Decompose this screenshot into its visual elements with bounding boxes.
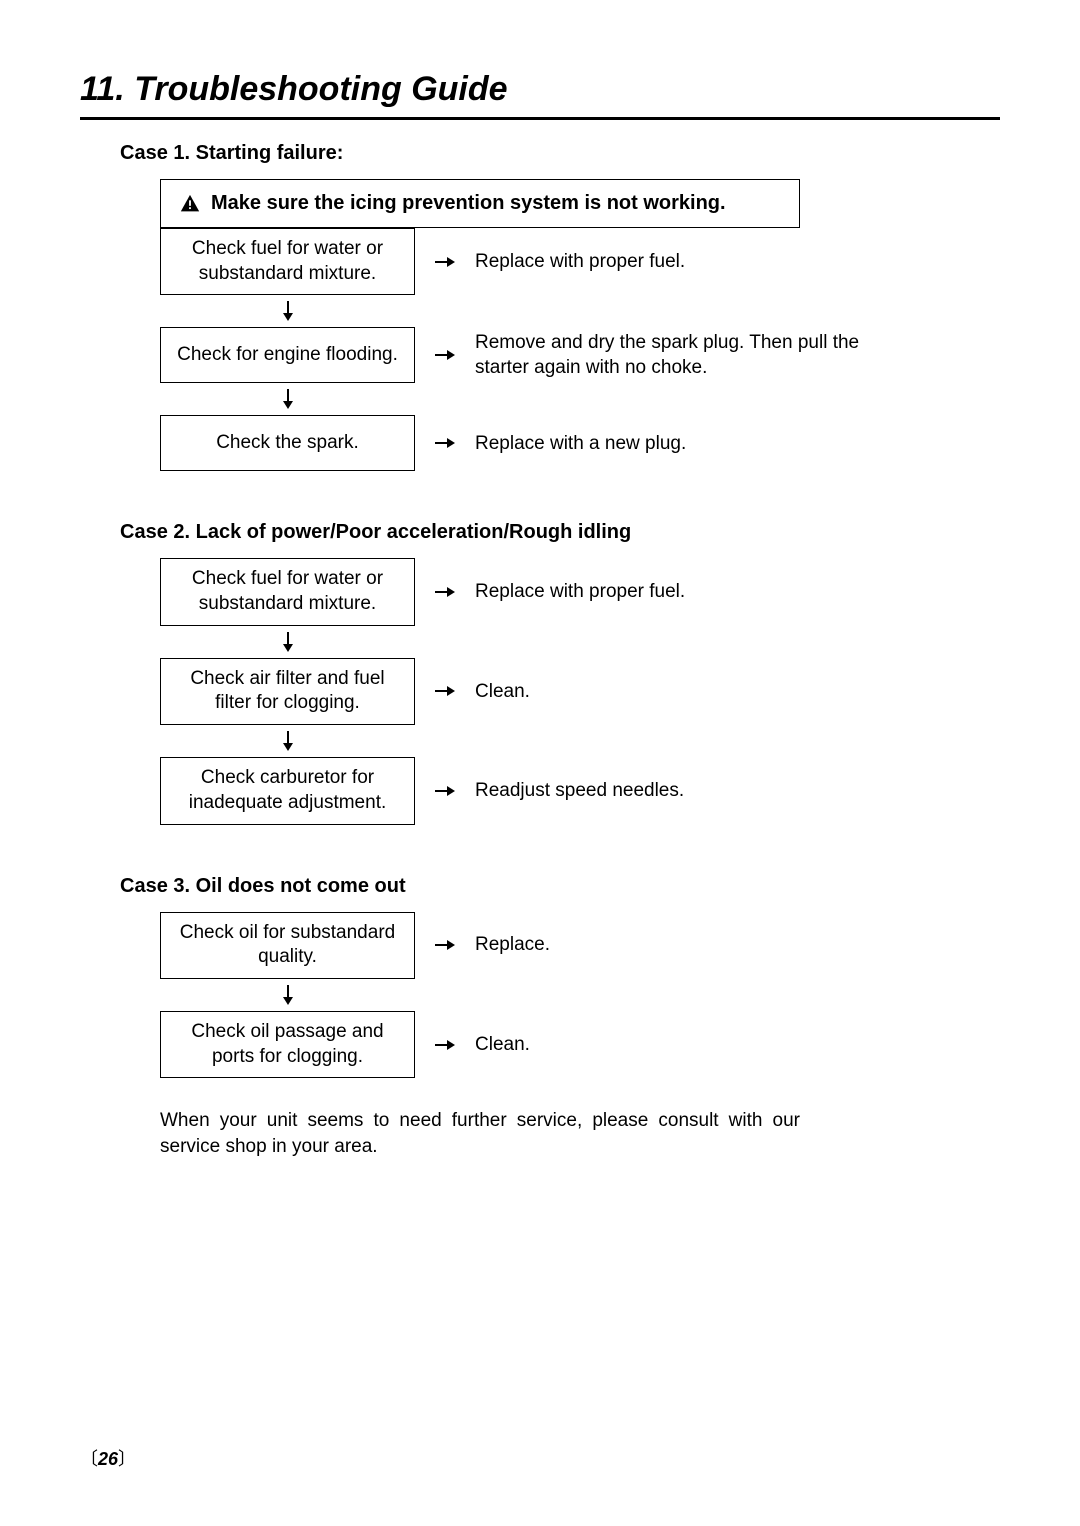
arrow-down-icon <box>160 626 415 658</box>
case2-heading: Case 2. Lack of power/Poor acceleration/… <box>80 521 1000 544</box>
case3-step1-box: Check oil for substandard quality. <box>160 912 415 979</box>
case3-step2-result: Clean. <box>475 1032 530 1058</box>
case3-flow: Check oil for substandard quality. Repla… <box>160 912 1000 1079</box>
case1-step1-result: Replace with proper fuel. <box>475 249 685 275</box>
arrow-right-icon <box>415 347 475 363</box>
arrow-right-icon <box>415 435 475 451</box>
arrow-right-icon <box>415 937 475 953</box>
arrow-down-icon <box>160 725 415 757</box>
case2-step3-box: Check carburetor for inadequate adjustme… <box>160 757 415 824</box>
case2-flow: Check fuel for water or substandard mixt… <box>160 558 1000 824</box>
case1-flow: Make sure the icing prevention system is… <box>160 179 1000 471</box>
case3-step1-result: Replace. <box>475 932 550 958</box>
case2-step2-result: Clean. <box>475 679 530 705</box>
warning-box: Make sure the icing prevention system is… <box>160 179 800 228</box>
arrow-down-icon <box>160 295 415 327</box>
case1-step3-result: Replace with a new plug. <box>475 431 686 457</box>
case2-step3-result: Readjust speed needles. <box>475 778 684 804</box>
footnote-text: When your unit seems to need further ser… <box>160 1108 800 1159</box>
case2-step1-box: Check fuel for water or substandard mixt… <box>160 558 415 625</box>
page-title: 11. Troubleshooting Guide <box>80 70 1000 120</box>
case2-step1-result: Replace with proper fuel. <box>475 579 685 605</box>
case1-step3-box: Check the spark. <box>160 415 415 471</box>
page-number: 〔26〕 <box>80 1445 136 1471</box>
case1-step1-box: Check fuel for water or substandard mixt… <box>160 228 415 295</box>
warning-icon <box>179 193 201 215</box>
case1-step2-box: Check for engine flooding. <box>160 327 415 383</box>
case3-step2-box: Check oil passage and ports for clogging… <box>160 1011 415 1078</box>
arrow-right-icon <box>415 584 475 600</box>
arrow-down-icon <box>160 383 415 415</box>
case2-step2-box: Check air filter and fuel filter for clo… <box>160 658 415 725</box>
arrow-right-icon <box>415 783 475 799</box>
arrow-down-icon <box>160 979 415 1011</box>
case1-step2-result: Remove and dry the spark plug. Then pull… <box>475 330 915 381</box>
arrow-right-icon <box>415 683 475 699</box>
case1-heading: Case 1. Starting failure: <box>80 142 1000 165</box>
arrow-right-icon <box>415 1037 475 1053</box>
warning-text: Make sure the icing prevention system is… <box>211 192 726 215</box>
case3-heading: Case 3. Oil does not come out <box>80 875 1000 898</box>
arrow-right-icon <box>415 254 475 270</box>
